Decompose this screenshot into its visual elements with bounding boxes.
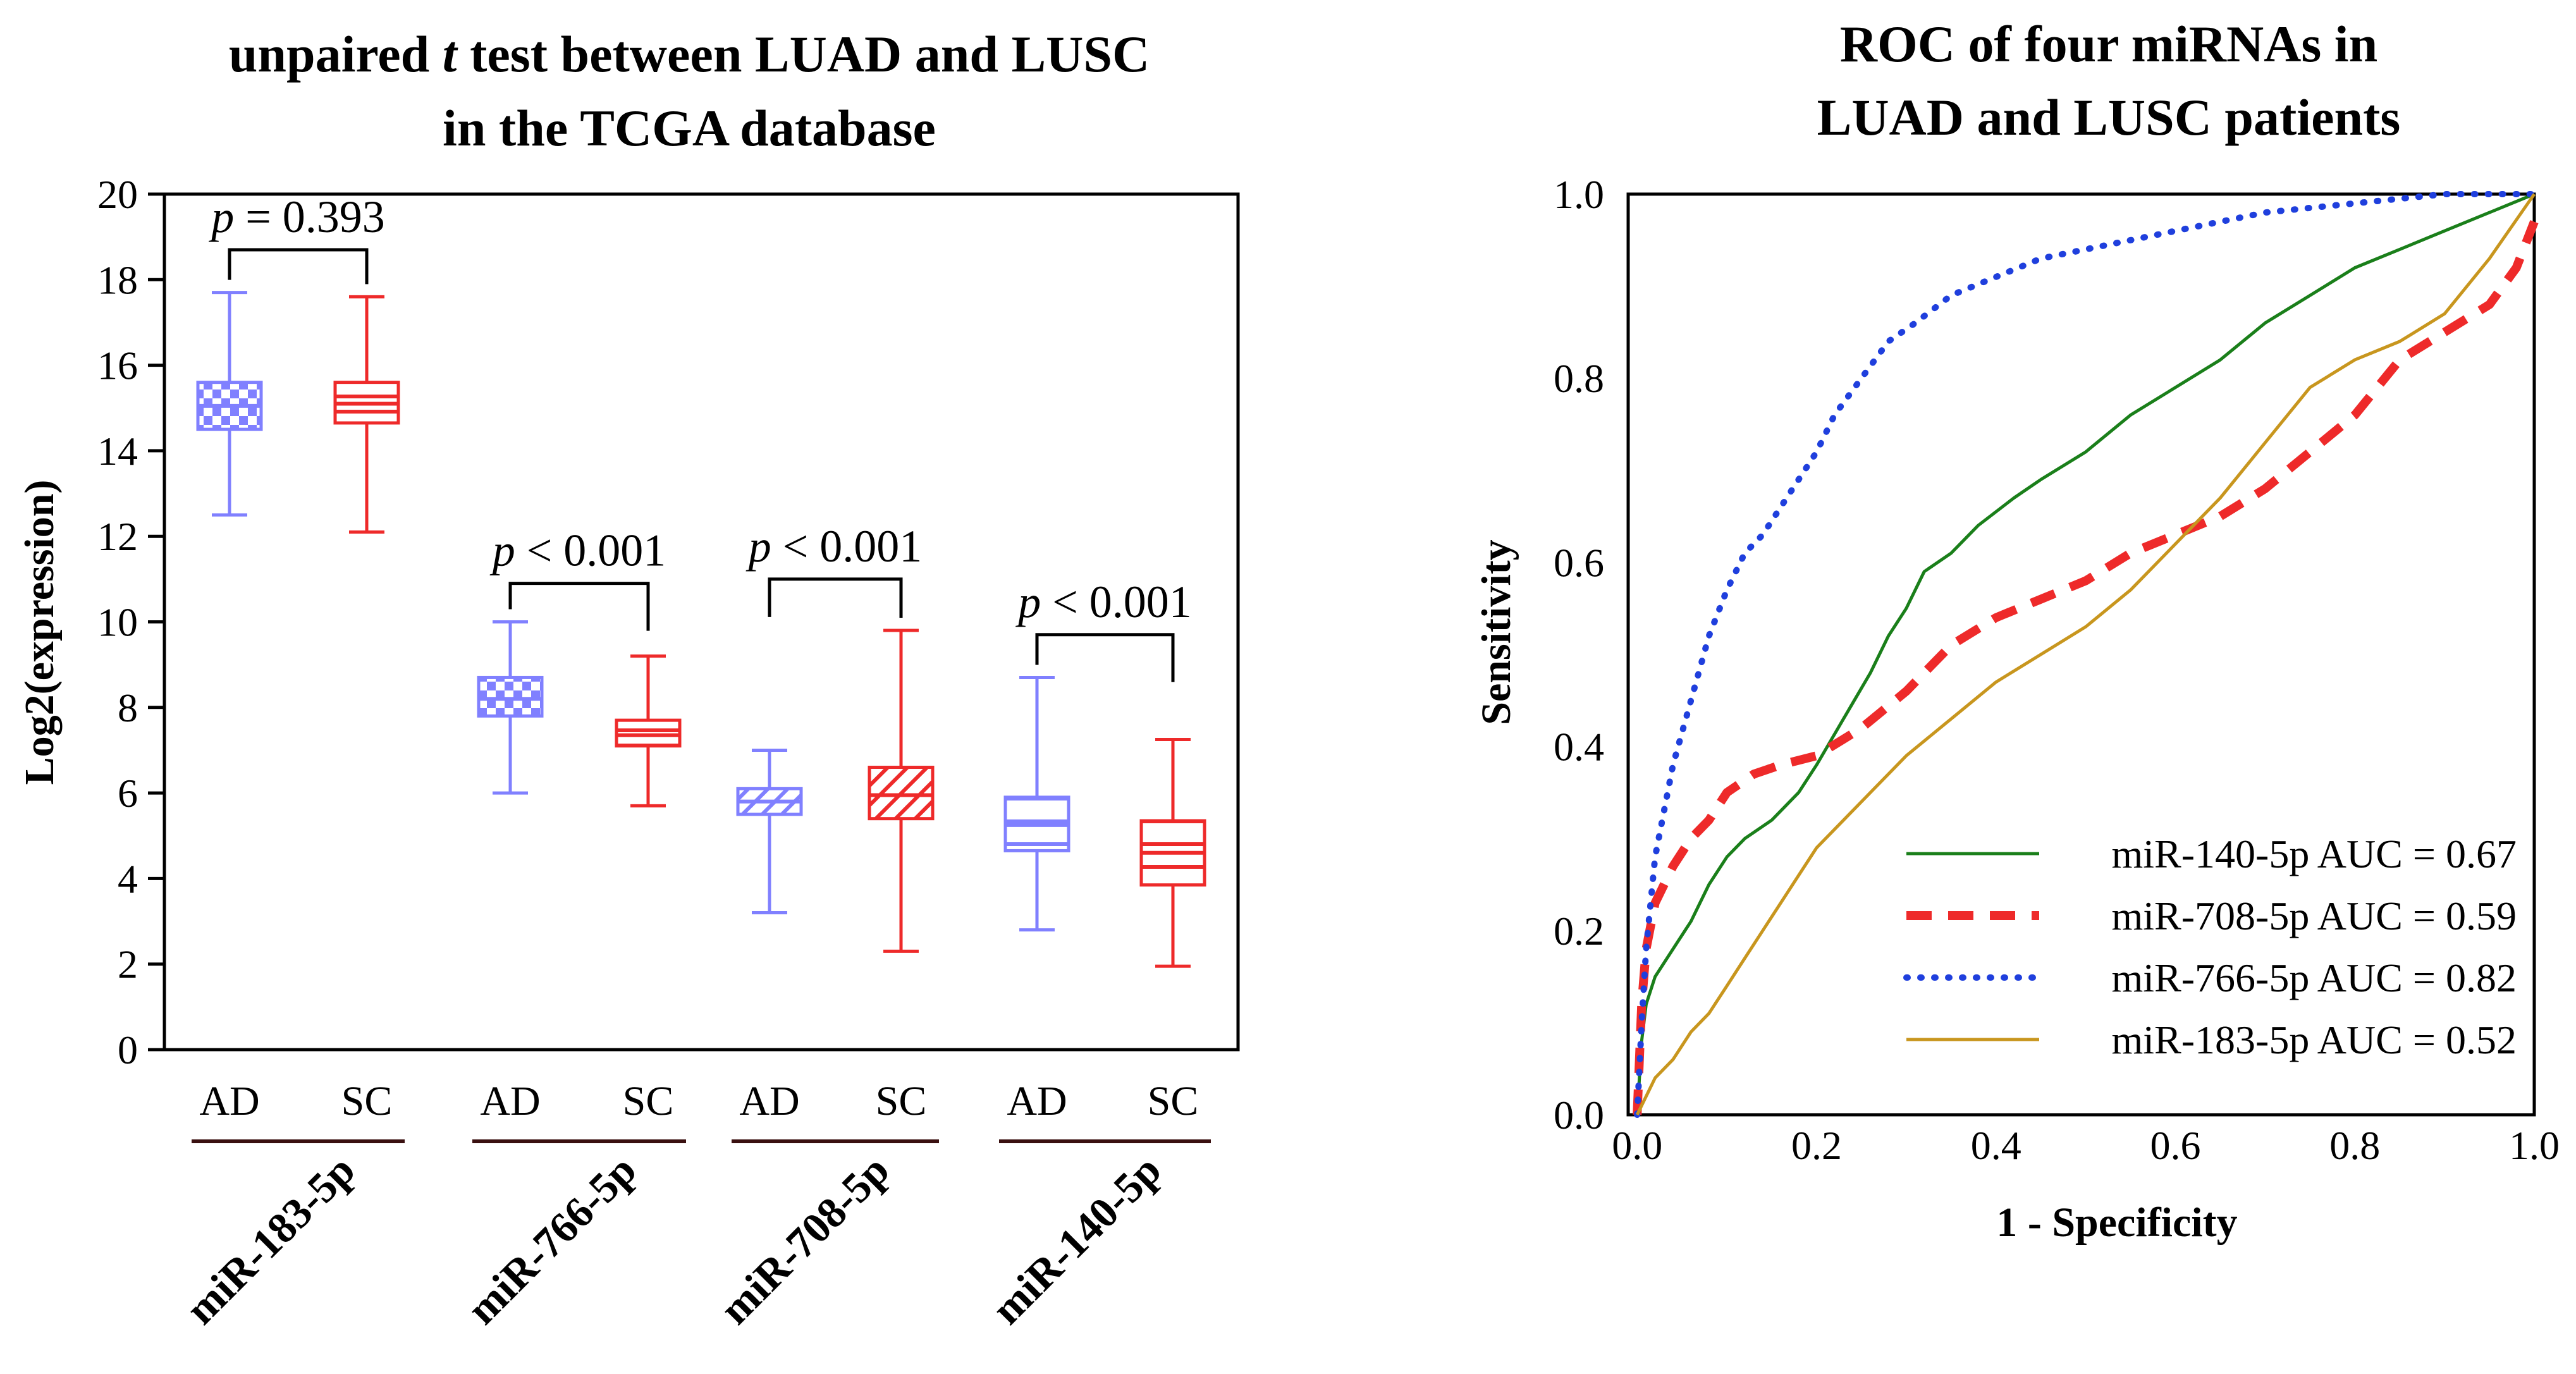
- p-value-label: p < 0.001: [745, 521, 923, 572]
- boxplot-y-tick-label: 18: [97, 257, 138, 302]
- significance-bracket: [1035, 633, 1175, 682]
- boxplot-y-tick-label: 2: [118, 942, 138, 987]
- roc-plot-area: 0.0 0.2 0.4 0.6 0.8 1.0 0.0 0.2 0.4 0.6 0.8 1.0 miR-…: [1554, 172, 2560, 1168]
- boxplot-title-line1: unpaired t test between LUAD and LUSC: [229, 25, 1150, 83]
- roc-panel: ROC of four miRNAs in LUAD and LUSC pati…: [1473, 15, 2560, 1246]
- significance-bracket: [508, 582, 650, 631]
- roc-y-tick-label: 0.2: [1554, 909, 1604, 954]
- boxplot-plot-area: 0 2 4 6 8 10 12 14 16 18 20 AD SC p = 0.393 miR-183-5p…: [97, 172, 1240, 1334]
- p-value-label: p < 0.001: [489, 525, 666, 576]
- box-ad: [477, 675, 544, 718]
- roc-y-tick-label: 0.0: [1554, 1093, 1604, 1138]
- group-label-sc: SC: [1148, 1078, 1199, 1124]
- roc-y-tick-label: 0.4: [1554, 725, 1604, 770]
- roc-y-tick-label: 1.0: [1554, 172, 1604, 217]
- roc-frame: [1626, 192, 2536, 1117]
- group-label-sc: SC: [876, 1078, 927, 1124]
- boxplot-y-tick-label: 16: [97, 343, 138, 388]
- boxplot-y-tick-label: 6: [118, 771, 138, 816]
- p-value-label: p < 0.001: [1015, 577, 1192, 627]
- group-label-sc: SC: [341, 1078, 393, 1124]
- box-sc: [868, 766, 935, 821]
- roc-curve-mir-766-5p: [1634, 191, 2537, 1118]
- roc-x-tick-label: 0.8: [2329, 1123, 2380, 1168]
- boxplot-y-axis-label: Log2(expression): [16, 480, 63, 785]
- roc-x-tick-label: 0.4: [1971, 1123, 2021, 1168]
- roc-title-line1: ROC of four miRNAs in: [1840, 15, 2377, 73]
- boxplot-y-tick-label: 20: [97, 172, 138, 217]
- p-value-label: p = 0.393: [208, 192, 385, 242]
- roc-curve-mir-140-5p: [1635, 192, 2535, 1115]
- boxplot-y-tick-label: 4: [118, 856, 138, 901]
- significance-bracket: [228, 248, 369, 285]
- legend-entry-mir-140-5p: miR-140-5p AUC = 0.67: [2111, 831, 2517, 876]
- roc-curve-mir-708-5p: [1633, 220, 2539, 1115]
- boxplot-panel: unpaired t test between LUAD and LUSC in…: [16, 25, 1240, 1334]
- roc-y-tick-label: 0.8: [1554, 356, 1604, 401]
- roc-x-tick-label: 0.6: [2150, 1123, 2200, 1168]
- roc-y-axis-label: Sensitivity: [1473, 539, 1519, 725]
- group-label-ad: AD: [480, 1078, 540, 1124]
- boxplot-y-tick-label: 14: [97, 429, 138, 474]
- boxplot-y-tick-label: 0: [118, 1027, 138, 1072]
- boxplot-y-tick-label: 10: [97, 600, 138, 645]
- group-label-sc: SC: [623, 1078, 674, 1124]
- roc-y-tick-label: 0.6: [1554, 540, 1604, 585]
- boxplot-y-tick-label: 12: [97, 514, 138, 559]
- roc-x-tick-label: 1.0: [2509, 1123, 2560, 1168]
- significance-bracket: [768, 577, 903, 618]
- roc-x-tick-label: 0.2: [1791, 1123, 1842, 1168]
- mirna-group-label: miR-183-5p: [176, 1146, 364, 1334]
- mirna-group-label: miR-766-5p: [458, 1146, 646, 1334]
- group-label-ad: AD: [739, 1078, 799, 1124]
- mirna-group-label: miR-708-5p: [711, 1146, 899, 1334]
- mirna-group-label: miR-140-5p: [983, 1146, 1170, 1334]
- roc-curve-mir-183-5p: [1635, 193, 2536, 1116]
- roc-x-tick-label: 0.0: [1612, 1123, 1662, 1168]
- legend-entry-mir-183-5p: miR-183-5p AUC = 0.52: [2111, 1017, 2517, 1062]
- roc-title-line2: LUAD and LUSC patients: [1817, 89, 2401, 146]
- boxplot-y-tick-label: 8: [118, 685, 138, 730]
- boxplot-title-line2: in the TCGA database: [443, 99, 936, 157]
- roc-x-axis-label: 1 - Specificity: [1996, 1199, 2237, 1246]
- group-label-ad: AD: [1007, 1078, 1067, 1124]
- legend-entry-mir-766-5p: miR-766-5p AUC = 0.82: [2111, 955, 2517, 1000]
- group-label-ad: AD: [199, 1078, 259, 1124]
- box-sc: [615, 718, 682, 748]
- legend-entry-mir-708-5p: miR-708-5p AUC = 0.59: [2111, 893, 2517, 938]
